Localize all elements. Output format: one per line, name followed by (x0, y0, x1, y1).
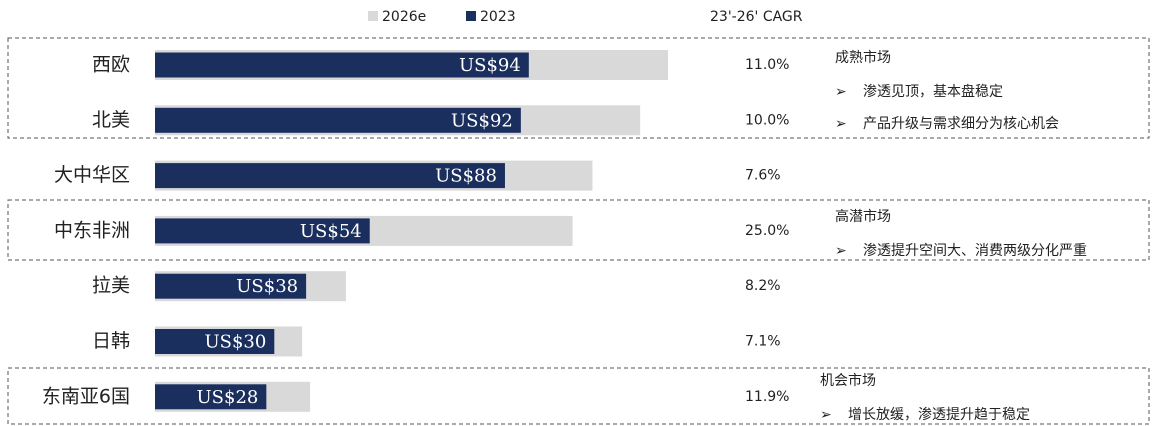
annotation-title: 高潜市场 (835, 208, 891, 225)
annotation-bullet: 产品升级与需求细分为核心机会 (863, 116, 1059, 132)
value-label: US$30 (204, 332, 266, 353)
category-label: 东南亚6国 (42, 385, 130, 407)
cagr-label: 7.1% (745, 334, 781, 350)
bullet-symbol: ➢ (835, 243, 847, 259)
annotation-bullet: 渗透提升空间大、消费两级分化严重 (863, 243, 1087, 259)
bar (155, 218, 370, 244)
category-label: 拉美 (92, 275, 130, 297)
value-label: US$94 (459, 55, 521, 76)
cagr-label: 11.9% (745, 389, 789, 405)
value-label: US$88 (435, 166, 497, 187)
bullet-symbol: ➢ (835, 84, 847, 100)
legend-swatch (466, 11, 476, 21)
bar (155, 107, 521, 133)
group-box (7, 199, 1150, 261)
category-label: 中东非洲 (54, 219, 130, 241)
legend-label: 2023 (480, 9, 516, 25)
value-label: US$28 (196, 387, 258, 408)
group-box (7, 367, 1150, 425)
value-label: US$54 (300, 221, 362, 242)
cagr-label: 7.6% (745, 168, 781, 184)
category-label: 北美 (92, 109, 130, 131)
category-label: 西欧 (92, 54, 130, 76)
annotation-bullet: 增长放缓，渗透提升趋于稳定 (848, 407, 1030, 423)
cagr-label: 8.2% (745, 278, 781, 294)
legend-label: 2026e (382, 9, 426, 25)
cagr-label: 25.0% (745, 223, 789, 239)
category-label: 日韩 (92, 330, 130, 352)
value-label: US$38 (236, 276, 298, 297)
group-box (7, 37, 1150, 139)
bar (155, 329, 275, 354)
category-label: 大中华区 (54, 164, 130, 186)
cagr-label: 11.0% (745, 57, 789, 73)
annotation-bullet: 渗透见顶，基本盘稳定 (863, 83, 1003, 100)
value-label: US$92 (451, 110, 513, 131)
cagr-label: 10.0% (745, 112, 789, 128)
bullet-symbol: ➢ (835, 116, 847, 132)
bar (155, 384, 267, 410)
bar (155, 273, 307, 299)
legend-swatch (368, 11, 378, 21)
bullet-symbol: ➢ (820, 407, 832, 423)
cagr-title: 23'-26' CAGR (710, 9, 803, 25)
annotation-title: 机会市场 (820, 372, 876, 389)
bar (155, 163, 505, 189)
annotation-title: 成熟市场 (835, 49, 891, 66)
bar (155, 52, 529, 78)
